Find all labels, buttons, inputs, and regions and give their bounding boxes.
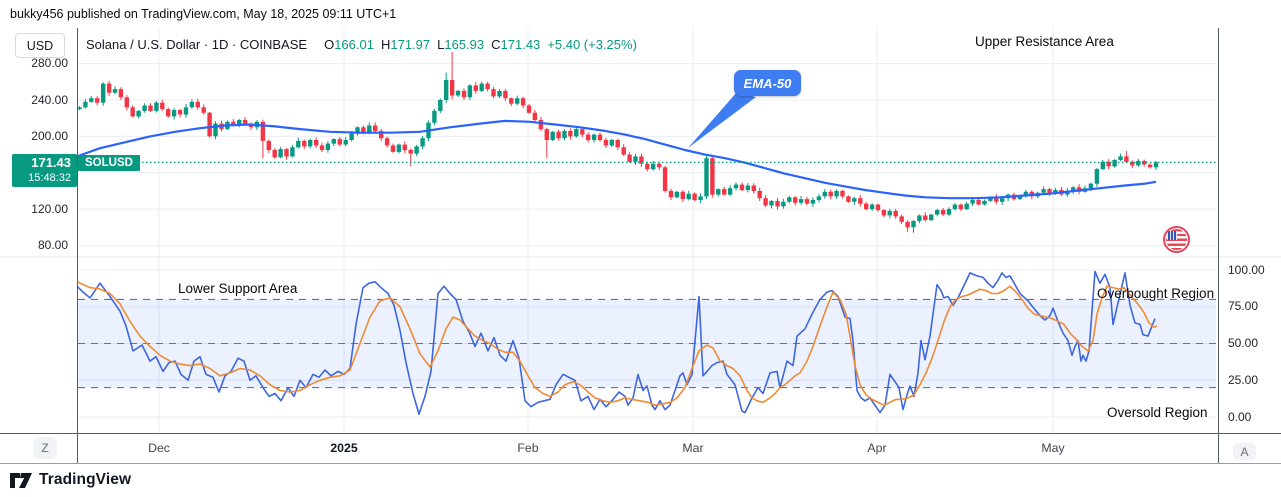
attribution-text: bukky456 published on TradingView.com, M… bbox=[10, 7, 397, 21]
usa-flag-icon[interactable] bbox=[1163, 226, 1190, 253]
indicator-scale[interactable]: 100.00 75.00 50.00 25.00 0.00 bbox=[1218, 257, 1281, 433]
currency-unit-button[interactable]: USD bbox=[15, 33, 65, 58]
price-tick-label: 120.00 bbox=[31, 201, 68, 216]
price-tick-label: 200.00 bbox=[31, 128, 68, 143]
low-label: L bbox=[437, 37, 445, 52]
high-label: H bbox=[380, 37, 391, 52]
oversold-region-label[interactable]: Oversold Region bbox=[1107, 405, 1208, 420]
lower-support-label[interactable]: Lower Support Area bbox=[178, 281, 298, 296]
time-tick-label: Dec bbox=[148, 441, 170, 455]
last-price-tag: 171.43 15:48:32 bbox=[12, 154, 77, 187]
price-tick-label: 280.00 bbox=[31, 56, 68, 71]
ema50-callout[interactable]: EMA-50 bbox=[734, 70, 801, 96]
time-tick-label: May bbox=[1041, 441, 1065, 455]
change-value: +5.40 (+3.25%) bbox=[547, 37, 637, 52]
close-value: 171.43 bbox=[500, 37, 541, 52]
rsi-tick-label: 75.00 bbox=[1228, 299, 1259, 314]
time-tick-label: Feb bbox=[517, 441, 539, 455]
rsi-tick-label: 25.00 bbox=[1228, 372, 1259, 387]
time-axis[interactable]: Dec 2025 Feb Mar Apr May bbox=[0, 433, 1281, 463]
high-value: 171.97 bbox=[390, 37, 431, 52]
rsi-tick-label: 100.00 bbox=[1228, 262, 1265, 277]
time-tick-label: Apr bbox=[867, 441, 887, 455]
tradingview-logo[interactable]: TradingView bbox=[10, 469, 131, 491]
symbol-legend[interactable]: Solana / U.S. Dollar · 1D · COINBASE O166… bbox=[86, 37, 637, 53]
close-label: C bbox=[491, 37, 501, 52]
rsi-tick-label: 0.00 bbox=[1228, 409, 1252, 424]
timezone-badge[interactable]: Z bbox=[33, 437, 57, 459]
attribution-bar: bukky456 published on TradingView.com, M… bbox=[0, 0, 1281, 28]
price-tick-label: 80.00 bbox=[37, 238, 68, 252]
price-tick-label: 240.00 bbox=[31, 92, 68, 107]
time-tick-label: Mar bbox=[682, 441, 704, 455]
tradingview-wordmark: TradingView bbox=[39, 471, 132, 488]
tradingview-mark-icon bbox=[10, 472, 32, 488]
symbol-price-label: SOLUSD bbox=[78, 155, 140, 171]
time-tick-label: 2025 bbox=[330, 441, 358, 455]
upper-resistance-label[interactable]: Upper Resistance Area bbox=[975, 34, 1114, 49]
low-value: 165.93 bbox=[444, 37, 485, 52]
price-scale[interactable]: 280.00 240.00 200.00 120.00 80.00 bbox=[0, 28, 77, 433]
auto-scale-badge[interactable]: A bbox=[1233, 443, 1256, 460]
last-price-value: 171.43 bbox=[31, 155, 71, 170]
rsi-tick-label: 50.00 bbox=[1228, 336, 1259, 350]
symbol-title: Solana / U.S. Dollar · 1D · COINBASE bbox=[86, 37, 308, 52]
overbought-region-label[interactable]: Overbought Region bbox=[1097, 286, 1215, 301]
flag-canton bbox=[1167, 231, 1177, 240]
open-value: 166.01 bbox=[334, 37, 374, 52]
countdown-timer: 15:48:32 bbox=[28, 172, 71, 184]
open-label: O bbox=[324, 37, 335, 52]
